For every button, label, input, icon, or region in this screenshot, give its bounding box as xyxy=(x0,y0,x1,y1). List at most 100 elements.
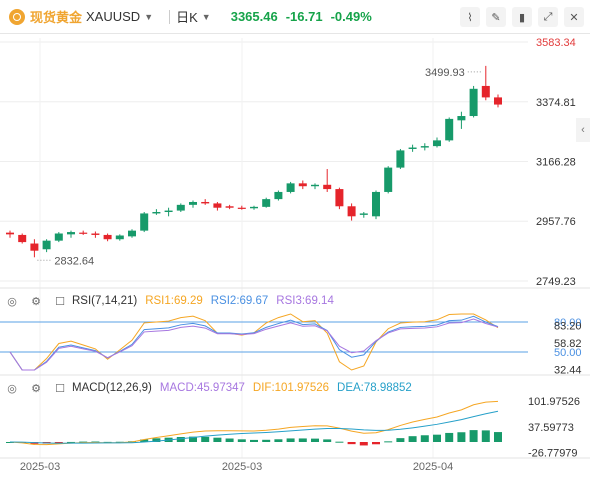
candle-body xyxy=(213,203,222,208)
candle-body xyxy=(140,213,149,231)
macd-value: MACD:45.97347 xyxy=(159,382,245,394)
macd-histogram-bar xyxy=(433,434,441,442)
settings-icon[interactable]: ⚙ xyxy=(31,295,41,308)
x-axis-label: 2025-03 xyxy=(20,461,60,473)
candle-body xyxy=(54,233,63,241)
macd-histogram-bar xyxy=(347,442,356,445)
candle-body xyxy=(91,233,100,235)
candle-body xyxy=(457,116,466,121)
eye-icon[interactable]: ◎ xyxy=(7,382,17,395)
macd-histogram-bar xyxy=(274,439,283,442)
rsi-axis-label: 58.82 xyxy=(554,338,582,350)
rsi-axis-label: 32.44 xyxy=(554,365,582,377)
candle-body xyxy=(347,206,356,217)
collapse-sidebar-icon[interactable]: ‹ xyxy=(576,118,590,142)
period-selector[interactable]: 日K xyxy=(176,10,198,25)
macd-histogram-bar xyxy=(481,430,490,442)
rsi-line-3 xyxy=(9,318,499,371)
candle-type-icon[interactable]: ▮ xyxy=(512,7,532,27)
macd-histogram-bar xyxy=(140,439,149,442)
price-axis-label: 3374.81 xyxy=(536,97,576,109)
candle-body xyxy=(469,88,478,117)
macd-histogram-bar xyxy=(396,438,405,442)
candle-body xyxy=(323,184,332,190)
macd-histogram-bar xyxy=(225,438,234,442)
candle-body xyxy=(42,240,51,250)
price-axis-label: 3166.28 xyxy=(536,157,576,169)
macd-histogram-bar xyxy=(54,442,63,443)
rsi-axis-label: 83.20 xyxy=(554,321,582,333)
rsi-label: RSI(7,14,21) xyxy=(72,295,138,307)
candle-body xyxy=(30,243,39,251)
candle-body xyxy=(359,213,368,215)
instrument-name[interactable]: 现货黄金 xyxy=(30,10,83,25)
low-annotation: 2832.64 xyxy=(54,255,94,267)
macd-histogram-bar xyxy=(359,442,368,446)
divider xyxy=(169,9,171,24)
x-axis-label: 2025-03 xyxy=(222,461,262,473)
macd-histogram-bar xyxy=(323,439,332,442)
candle-body xyxy=(103,234,112,240)
price-change: -16.71 xyxy=(285,9,323,24)
rsi2-value: RSI2:69.67 xyxy=(210,295,269,307)
macd-histogram-bar xyxy=(176,437,185,442)
macd-histogram-bar xyxy=(152,438,161,442)
period-chevron-icon[interactable]: ▼ xyxy=(201,11,211,22)
macd-histogram-bar xyxy=(420,435,429,442)
rsi1-value: RSI1:69.29 xyxy=(145,295,203,307)
macd-axis-label: 37.59773 xyxy=(528,422,574,434)
settings-icon[interactable]: ⚙ xyxy=(31,382,41,395)
candle-body xyxy=(237,207,246,209)
close-icon[interactable]: ✕ xyxy=(564,7,584,27)
rsi-header: ◎ ⚙ ☐ RSI(7,14,21) RSI1:69.29 RSI2:69.67… xyxy=(0,293,342,309)
macd-histogram-bar xyxy=(79,441,88,443)
dea-value: DEA:78.98852 xyxy=(337,382,412,394)
candle-body xyxy=(445,118,454,141)
indicator-icon[interactable]: ⌇ xyxy=(460,7,480,27)
chevron-down-icon[interactable]: ▼ xyxy=(144,11,154,22)
candle-body xyxy=(372,191,380,217)
macd-header: ◎ ⚙ ☐ MACD(12,26,9) MACD:45.97347 DIF:10… xyxy=(0,380,420,396)
candle-body xyxy=(311,184,319,187)
rsi-axis-label: 50.00 xyxy=(554,347,582,359)
gold-coin-icon xyxy=(9,8,25,25)
candle-body xyxy=(396,150,405,168)
eye-icon[interactable]: ◎ xyxy=(7,295,17,308)
candle-body xyxy=(335,189,344,207)
candle-body xyxy=(274,191,283,200)
dif-value: DIF:101.97526 xyxy=(252,382,330,394)
macd-histogram-bar xyxy=(67,441,75,443)
price-axis-label: 2749.23 xyxy=(536,276,576,288)
macd-label: MACD(12,26,9) xyxy=(72,382,152,394)
candle-body xyxy=(201,201,210,204)
macd-axis-label: 101.97526 xyxy=(528,396,580,408)
candle-body xyxy=(494,97,502,105)
toolbar: ⌇ ✎ ▮ ⤢ ✕ xyxy=(460,7,584,27)
candle-body xyxy=(433,140,441,147)
current-price: 3365.46 xyxy=(230,9,278,24)
macd-histogram-bar xyxy=(457,432,466,442)
macd-histogram-bar xyxy=(445,432,454,442)
macd-histogram-bar xyxy=(189,436,197,442)
candle-body xyxy=(67,232,75,235)
macd-histogram-bar xyxy=(384,441,393,443)
high-annotation: 3499.93 xyxy=(425,67,465,79)
macd-histogram-bar xyxy=(298,438,307,442)
macd-histogram-bar xyxy=(250,439,258,442)
rsi3-value: RSI3:69.14 xyxy=(276,295,334,307)
candle-body xyxy=(250,206,258,209)
x-axis-label: 2025-04 xyxy=(413,461,453,473)
instrument-symbol[interactable]: XAUUSD xyxy=(86,9,141,24)
candle-body xyxy=(420,146,429,148)
dea-line xyxy=(9,410,499,444)
macd-histogram-bar xyxy=(311,438,319,442)
candle-body xyxy=(176,204,185,211)
rsi-line-2 xyxy=(9,315,499,371)
draw-icon[interactable]: ✎ xyxy=(486,7,506,27)
macd-histogram-bar xyxy=(237,439,246,442)
expand-icon[interactable]: ⤢ xyxy=(538,7,558,27)
candle-body xyxy=(286,183,295,192)
candle-body xyxy=(128,230,136,237)
rsi-axis-label: 80.00 xyxy=(554,317,582,329)
